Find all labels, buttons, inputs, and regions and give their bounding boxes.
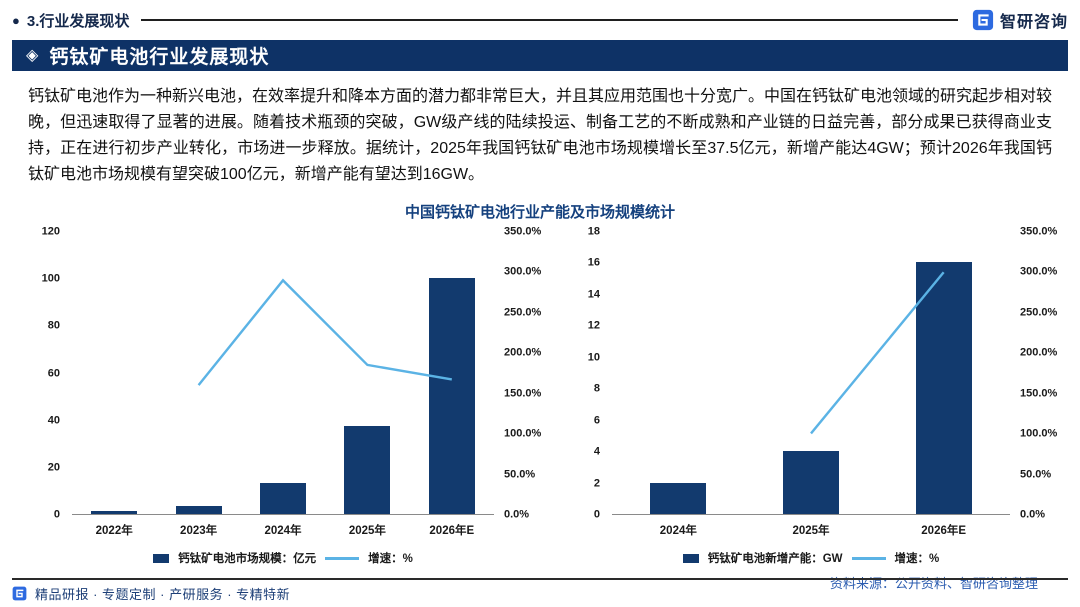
axis-tick: 20 [47, 461, 60, 474]
axis-tick: 50.0% [1020, 468, 1052, 481]
bar [260, 483, 306, 514]
axis-tick: 2 [593, 477, 600, 490]
axis-tick: 300.0% [1020, 265, 1058, 278]
x-axis-label: 2025年 [792, 525, 830, 537]
brand-logo-text: 智研咨询 [999, 14, 1068, 31]
axis-tick: 0.0% [504, 508, 530, 521]
x-axis: 2022年 2023年 2024年 2025年 2026年E [72, 522, 494, 538]
axis-tick: 14 [587, 288, 600, 301]
axis-tick: 8 [593, 382, 600, 395]
axis-tick: 120 [41, 225, 60, 238]
footer: 精品研报 · 专题定制 · 产研服务 · 专精特新 [12, 578, 1068, 603]
axis-tick: 16 [587, 256, 600, 269]
page-title: 钙钛矿电池行业发展现状 [49, 47, 270, 68]
axis-tick: 12 [587, 319, 600, 332]
brand-logo: 智研咨询 [972, 8, 1068, 32]
section-bullet-icon: ● [12, 12, 20, 28]
chart-market-size: 0 20 40 60 80 100 120 0.0% 50.0% 100.0% 150.0% 200… [12, 226, 552, 572]
legend: 钙钛矿电池市场规模：亿元 增速：% [72, 550, 494, 566]
axis-tick: 300.0% [504, 265, 542, 278]
figure-title: 中国钙钛矿电池行业产能及市场规模统计 [404, 204, 675, 221]
section-title: 3.行业发展现状 [26, 12, 130, 30]
legend-bar-label: 钙钛矿电池市场规模：亿元 [178, 553, 317, 565]
axis-tick: 0.0% [1020, 508, 1046, 521]
body-paragraph: 钙钛矿电池作为一种新兴电池，在效率提升和降本方面的潜力都非常巨大，并且其应用范围… [28, 88, 1053, 183]
footer-tagline: 精品研报 · 专题定制 · 产研服务 · 专精特新 [35, 587, 291, 602]
left-y-axis: 0 2 4 6 8 10 12 14 16 18 [552, 226, 608, 520]
page-title-banner: ◈ 钙钛矿电池行业发展现状 [12, 40, 1068, 71]
charts-row: 0 20 40 60 80 100 120 0.0% 50.0% 100.0% 150.0% 200… [12, 226, 1068, 572]
growth-line [612, 232, 1010, 514]
axis-tick: 18 [587, 225, 600, 238]
axis-tick: 0 [53, 508, 60, 521]
right-y-axis: 0.0% 50.0% 100.0% 150.0% 200.0% 250.0% 300.0% 3… [496, 226, 552, 520]
bar [428, 278, 475, 514]
chart-new-capacity: 0 2 4 6 8 10 12 14 16 18 0.0% 50.0% 100.0% 150.0% 200… [552, 226, 1068, 572]
x-axis-label: 2024年 [264, 525, 302, 537]
axis-tick: 200.0% [504, 346, 542, 359]
x-axis-label: 2026年E [429, 525, 475, 537]
left-y-axis: 0 20 40 60 80 100 120 [12, 226, 68, 520]
x-axis-label: 2024年 [659, 525, 697, 537]
top-header: ● 3.行业发展现状 智研咨询 [12, 8, 1068, 32]
header-rule [141, 19, 958, 21]
axis-tick: 0 [593, 508, 600, 521]
plot-area [612, 232, 1010, 515]
axis-tick: 250.0% [504, 306, 542, 319]
bar [91, 510, 138, 514]
bar [650, 482, 707, 514]
right-y-axis: 0.0% 50.0% 100.0% 150.0% 200.0% 250.0% 300.0% 3… [1012, 226, 1068, 520]
legend-line-label: 增速：% [894, 553, 940, 565]
bar [344, 425, 391, 514]
bar [915, 262, 972, 514]
bar [783, 451, 839, 514]
axis-tick: 4 [593, 445, 600, 458]
axis-tick: 10 [587, 351, 600, 364]
zhiyan-logo-icon [972, 9, 994, 31]
legend-bar-label: 钙钛矿电池新增产能：GW [707, 553, 843, 565]
axis-tick: 6 [593, 414, 600, 427]
x-axis-label: 2026年E [921, 525, 967, 537]
axis-tick: 80 [47, 319, 60, 332]
axis-tick: 200.0% [1020, 346, 1058, 359]
x-axis-label: 2025年 [348, 525, 386, 537]
x-axis: 2024年 2025年 2026年E [612, 522, 1010, 538]
axis-tick: 50.0% [504, 468, 536, 481]
axis-tick: 350.0% [504, 225, 542, 238]
x-axis-label: 2022年 [95, 525, 133, 537]
growth-line [72, 232, 494, 514]
axis-tick: 250.0% [1020, 306, 1058, 319]
axis-tick: 350.0% [1020, 225, 1058, 238]
axis-tick: 100 [41, 272, 60, 285]
axis-tick: 150.0% [1020, 387, 1058, 400]
axis-tick: 60 [47, 367, 60, 379]
axis-tick: 150.0% [504, 387, 542, 400]
legend: 钙钛矿电池新增产能：GW 增速：% [612, 550, 1010, 566]
plot-area [72, 232, 494, 515]
legend-bar-swatch [682, 553, 699, 563]
legend-line-swatch [325, 556, 360, 560]
axis-tick: 100.0% [1020, 427, 1058, 440]
legend-line-label: 增速：% [368, 553, 413, 565]
bar [175, 505, 222, 514]
diamond-icon: ◈ [26, 46, 40, 64]
zhiyan-logo-icon [12, 586, 27, 601]
x-axis-label: 2023年 [180, 525, 218, 537]
legend-bar-swatch [153, 553, 170, 563]
legend-line-swatch [851, 556, 886, 560]
axis-tick: 40 [47, 414, 60, 427]
axis-tick: 100.0% [504, 427, 542, 440]
